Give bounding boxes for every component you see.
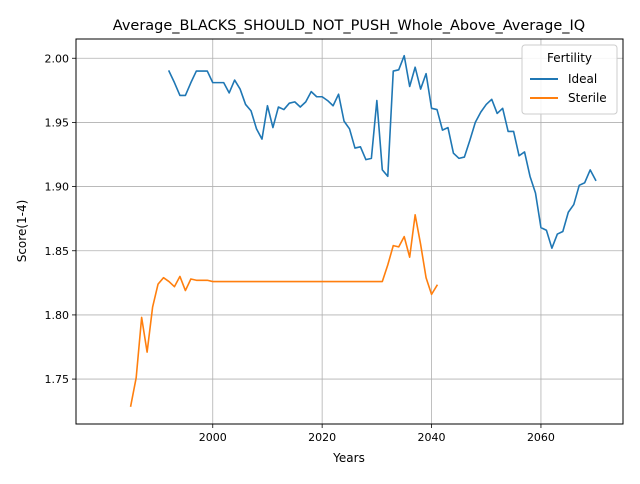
series-line-sterile: [129, 214, 439, 407]
x-tick-label: 2040: [418, 431, 446, 444]
y-tick-label: 1.80: [45, 309, 70, 322]
plot-frame: [75, 38, 624, 425]
y-tick-label: 1.85: [45, 245, 70, 258]
y-tick-label: 2.00: [45, 52, 70, 65]
series-line-ideal: [167, 54, 597, 249]
legend-label-sterile: Sterile: [568, 91, 607, 105]
y-axis-label: Score(1-4): [15, 200, 29, 263]
axis-ticks: 2000 2020 2040 2060 1.75 1.80 1.85 1.90 1.95 2.00: [45, 52, 555, 444]
y-tick-label: 1.90: [45, 181, 70, 194]
chart-title: Average_BLACKS_SHOULD_NOT_PUSH_Whole_Abo…: [113, 18, 585, 34]
legend-title: Fertility: [547, 51, 592, 65]
y-tick-label: 1.75: [45, 373, 70, 386]
legend-label-ideal: Ideal: [568, 72, 597, 86]
x-tick-label: 2060: [527, 431, 555, 444]
y-tick-label: 1.95: [45, 116, 70, 129]
series-layer: [129, 54, 597, 407]
x-tick-label: 2020: [308, 431, 336, 444]
legend-box: [521, 44, 618, 115]
legend: Fertility Ideal Sterile: [521, 44, 618, 115]
x-tick-label: 2000: [199, 431, 227, 444]
x-axis-label: Years: [332, 451, 365, 465]
